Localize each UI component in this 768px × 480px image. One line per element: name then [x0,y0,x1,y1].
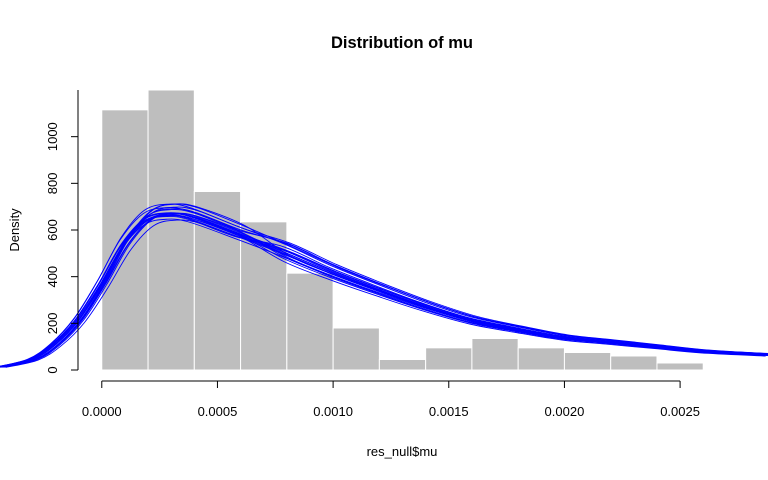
x-axis: 0.0000 0.0005 0.0010 0.0015 0.0020 0.0025 [82,380,700,419]
histogram-bar [610,355,658,371]
density-curves [0,203,768,368]
y-tick-label: 0 [45,366,60,373]
histogram-bar [378,359,427,371]
x-tick-label: 0.0015 [429,404,469,419]
histogram-bars [101,89,704,371]
x-tick-label: 0.0025 [660,404,700,419]
x-tick-label: 0.0005 [198,404,238,419]
y-axis: 0 200 400 600 800 1000 [45,90,79,374]
histogram-bar [517,347,565,371]
density-curve [3,212,768,368]
histogram-bar [563,352,612,371]
x-tick-label: 0.0010 [313,404,353,419]
histogram-bar [286,272,334,371]
density-curve [0,209,768,368]
density-curve [0,207,764,367]
histogram-bar [425,347,473,371]
histogram-bar [471,338,519,371]
histogram-bar [332,327,380,371]
x-axis-label: res_null$mu [367,444,438,459]
y-tick-label: 600 [45,219,60,241]
y-axis-label: Density [7,208,22,252]
chart-title: Distribution of mu [331,34,473,52]
histogram-bar [656,362,704,371]
x-tick-label: 0.0020 [545,404,585,419]
y-tick-label: 1000 [45,122,60,151]
histogram-bar [147,89,195,371]
y-tick-label: 200 [45,312,60,334]
density-curve [0,212,765,368]
x-tick-label: 0.0000 [82,404,122,419]
density-curve [2,213,768,368]
y-tick-label: 400 [45,266,60,288]
y-tick-label: 800 [45,172,60,194]
